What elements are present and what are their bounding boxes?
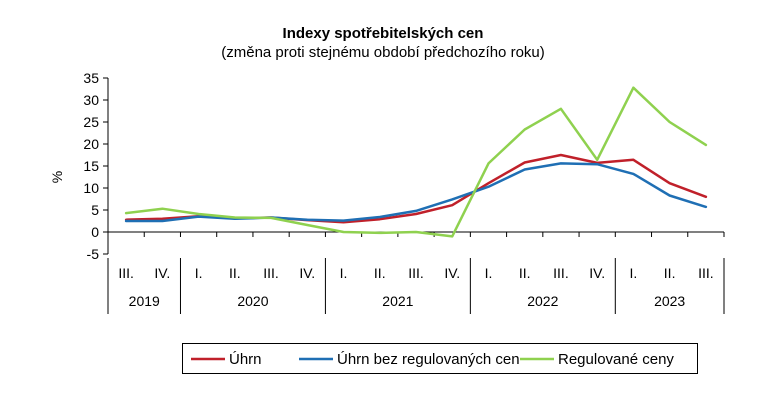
legend-label-2: Úhrn bez regulovaných cen [337, 351, 520, 368]
x-quarter-label: I. [195, 265, 203, 281]
y-axis: -5 0 5 10 15 20 25 30 35 [83, 70, 109, 262]
x-year-label: 2020 [237, 293, 268, 309]
chart-title: Indexy spotřebitelských cen [283, 25, 484, 42]
x-quarter-label: I. [485, 265, 493, 281]
y-tick-label: 35 [83, 70, 99, 86]
y-tick-label: 0 [91, 224, 99, 240]
x-quarter-label: I. [630, 265, 638, 281]
x-axis: III. IV. I. II. III. IV. I. II. III. IV. I. II. III.… [107, 231, 725, 314]
x-quarter-label: IV. [299, 265, 315, 281]
y-tick-label: 15 [83, 158, 99, 174]
x-year-label: 2019 [129, 293, 160, 309]
x-quarter-label: II. [229, 265, 241, 281]
x-quarter-label: II. [664, 265, 676, 281]
x-quarter-label: III. [698, 265, 714, 281]
x-quarter-label: III. [553, 265, 569, 281]
x-quarter-label: IV. [589, 265, 605, 281]
legend: Úhrn Úhrn bez regulovaných cen Regulované … [182, 343, 698, 374]
x-quarter-label: IV. [444, 265, 460, 281]
x-quarter-label: III. [263, 265, 279, 281]
legend-label-3: Regulované ceny [558, 351, 674, 368]
x-quarter-label: III. [118, 265, 134, 281]
y-tick-label: -5 [87, 246, 100, 262]
y-tick-label: 10 [83, 180, 99, 196]
y-tick-label: 5 [91, 202, 99, 218]
series-line-1 [124, 153, 708, 224]
series-line-3 [124, 86, 708, 238]
legend-box [182, 343, 698, 374]
y-tick-label: 30 [83, 92, 99, 108]
x-quarter-label: IV. [154, 265, 170, 281]
series-line-2 [124, 162, 708, 223]
x-year-label: 2021 [382, 293, 413, 309]
x-quarter-label: I. [340, 265, 348, 281]
x-quarter-label: II. [374, 265, 386, 281]
chart-subtitle: (změna proti stejnému období předchozího… [221, 44, 545, 61]
y-axis-label: % [49, 171, 65, 183]
y-tick-label: 25 [83, 114, 99, 130]
x-quarter-label: II. [519, 265, 531, 281]
y-tick-label: 20 [83, 136, 99, 152]
legend-label-1: Úhrn [229, 351, 262, 368]
x-year-label: 2023 [654, 293, 685, 309]
series-lines [124, 86, 708, 238]
x-quarter-label: III. [408, 265, 424, 281]
x-year-label: 2022 [527, 293, 558, 309]
